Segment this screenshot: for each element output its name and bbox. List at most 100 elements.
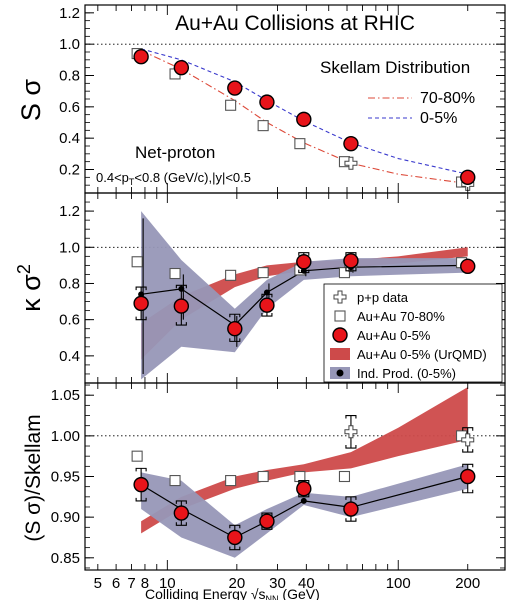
open-square-marker [225, 99, 237, 111]
sys-error-bracket [298, 252, 310, 256]
open-square-marker [225, 475, 237, 487]
sys-error-bracket [229, 313, 241, 318]
x-tick-label: 10 [159, 575, 176, 592]
sys-error-bracket [175, 522, 187, 526]
x-axis-title-unit: (GeV) [279, 586, 320, 600]
red-circle-marker [173, 298, 190, 314]
x-tick-label: 7 [127, 575, 135, 592]
sys-error-bracket [345, 496, 357, 500]
y-tick-label: 0.4 [59, 130, 80, 147]
panel-top: 0.2 0.4 0.6 0.8 1.0 1.2 [59, 4, 506, 194]
sys-error-bracket [462, 489, 474, 494]
sys-error-bracket [345, 267, 357, 272]
sys-error-bracket [175, 500, 187, 504]
red-circle-marker [460, 258, 476, 274]
sys-error-bracket [261, 512, 273, 517]
overlay: S σ κ σ2 (S σ)/Skellam Au+Au Collisions at … [14, 12, 503, 542]
y-tick-label: 0.8 [59, 68, 80, 85]
sys-error-bracket [462, 463, 474, 468]
x-tick-label: 40 [298, 575, 315, 592]
sys-error-bracket [298, 480, 310, 484]
legend: p+p data Au+Au 70-80% Au+Au 0-5% Au+Au 0-5%… [323, 283, 503, 383]
y-tick-label: 0.6 [59, 312, 80, 329]
legend-label: Au+Au 0-5% (UrQMD) [357, 347, 487, 362]
y-tick-label: 0.95 [51, 469, 80, 486]
sys-error-bracket [175, 284, 187, 289]
red-circle-marker [343, 135, 359, 152]
legend-label: Au+Au 0-5% [357, 328, 431, 343]
legend-label: Ind. Prod. (0-5%) [357, 366, 456, 381]
skellam-70-80-label: 70-80% [420, 90, 475, 107]
sys-error-bracket [135, 497, 147, 502]
red-circle-marker [332, 327, 348, 343]
red-band-swatch [330, 348, 350, 360]
independent-production-band [141, 464, 468, 558]
y-tick-label: 1.00 [51, 428, 80, 445]
red-circle-marker [173, 505, 190, 521]
skellam-0-5-label: 0-5% [420, 110, 457, 127]
x-axis-title-subscript: NN [266, 594, 279, 600]
red-circle-marker [133, 295, 149, 312]
black-dot-marker [336, 369, 344, 377]
y-tick-label: 1.05 [51, 387, 80, 404]
open-square-marker [334, 310, 346, 322]
open-square-marker [131, 450, 143, 462]
kinematic-cuts-label: 0.4<pT<0.8 (GeV/c),|y|<0.5 [96, 170, 251, 187]
kinematic-cuts-subscript: T [129, 177, 135, 187]
plot-area [85, 43, 505, 191]
red-circle-marker [460, 169, 476, 186]
panel-middle: 0.4 0.6 0.8 1.0 1.2 [59, 192, 506, 384]
sys-error-bracket [229, 524, 241, 529]
cross-marker [461, 433, 475, 447]
open-square-marker [338, 470, 351, 483]
y-axis-label-middle: κ σ2 [14, 264, 46, 312]
black-dot-marker [300, 497, 307, 504]
plot-area [85, 211, 505, 380]
net-proton-label: Net-proton [135, 143, 215, 162]
sys-error-bracket [261, 526, 273, 530]
y-tick-label: 1.2 [59, 5, 80, 22]
red-circle-marker [259, 297, 275, 313]
y-tick-label: 1.2 [59, 203, 80, 220]
x-tick-label: 8 [141, 575, 149, 592]
red-circle-marker [296, 111, 312, 128]
cross-marker [344, 156, 358, 170]
figure-title: Au+Au Collisions at RHIC [175, 12, 415, 35]
sys-error-bracket [261, 293, 273, 298]
y-axis-label-top: S σ [16, 79, 46, 122]
sys-error-bracket [229, 338, 241, 342]
legend-label: Au+Au 70-80% [357, 309, 445, 324]
red-circle-marker [173, 59, 190, 76]
open-square-marker [257, 120, 269, 132]
open-square-marker [257, 470, 269, 483]
y-axis-label-superscript: 2 [14, 264, 34, 274]
x-axis-title-sqrt: √ [251, 586, 259, 600]
sys-error-bracket [345, 252, 357, 256]
y-tick-label: 0.90 [51, 509, 80, 526]
x-tick-label: 5 [94, 575, 102, 592]
skellam-0-5-curve [140, 48, 468, 175]
sys-error-bracket [261, 313, 273, 317]
red-circle-marker [343, 253, 359, 269]
sys-error-bracket [462, 427, 474, 431]
sys-error-bracket [462, 449, 474, 453]
red-circle-marker [259, 94, 275, 110]
open-square-marker [294, 138, 306, 150]
y-tick-label: 1.0 [59, 239, 80, 256]
y-axis-label-bottom: (S σ)/Skellam [22, 414, 45, 541]
x-tick-label: 20 [228, 575, 245, 592]
x-tick-label: 6 [112, 575, 120, 592]
red-circle-marker [133, 476, 149, 493]
legend-label: p+p data [357, 290, 409, 305]
cross-marker [333, 290, 347, 304]
y-tick-label: 0.85 [51, 550, 80, 567]
open-square-marker [169, 267, 181, 280]
plot-area [85, 387, 505, 558]
x-tick-label: 100 [386, 575, 411, 592]
sys-error-bracket [135, 316, 147, 321]
x-tick-label: 200 [455, 575, 480, 592]
sys-error-bracket [175, 322, 187, 326]
open-square-marker [225, 269, 237, 281]
y-tick-label: 0.8 [59, 275, 80, 292]
